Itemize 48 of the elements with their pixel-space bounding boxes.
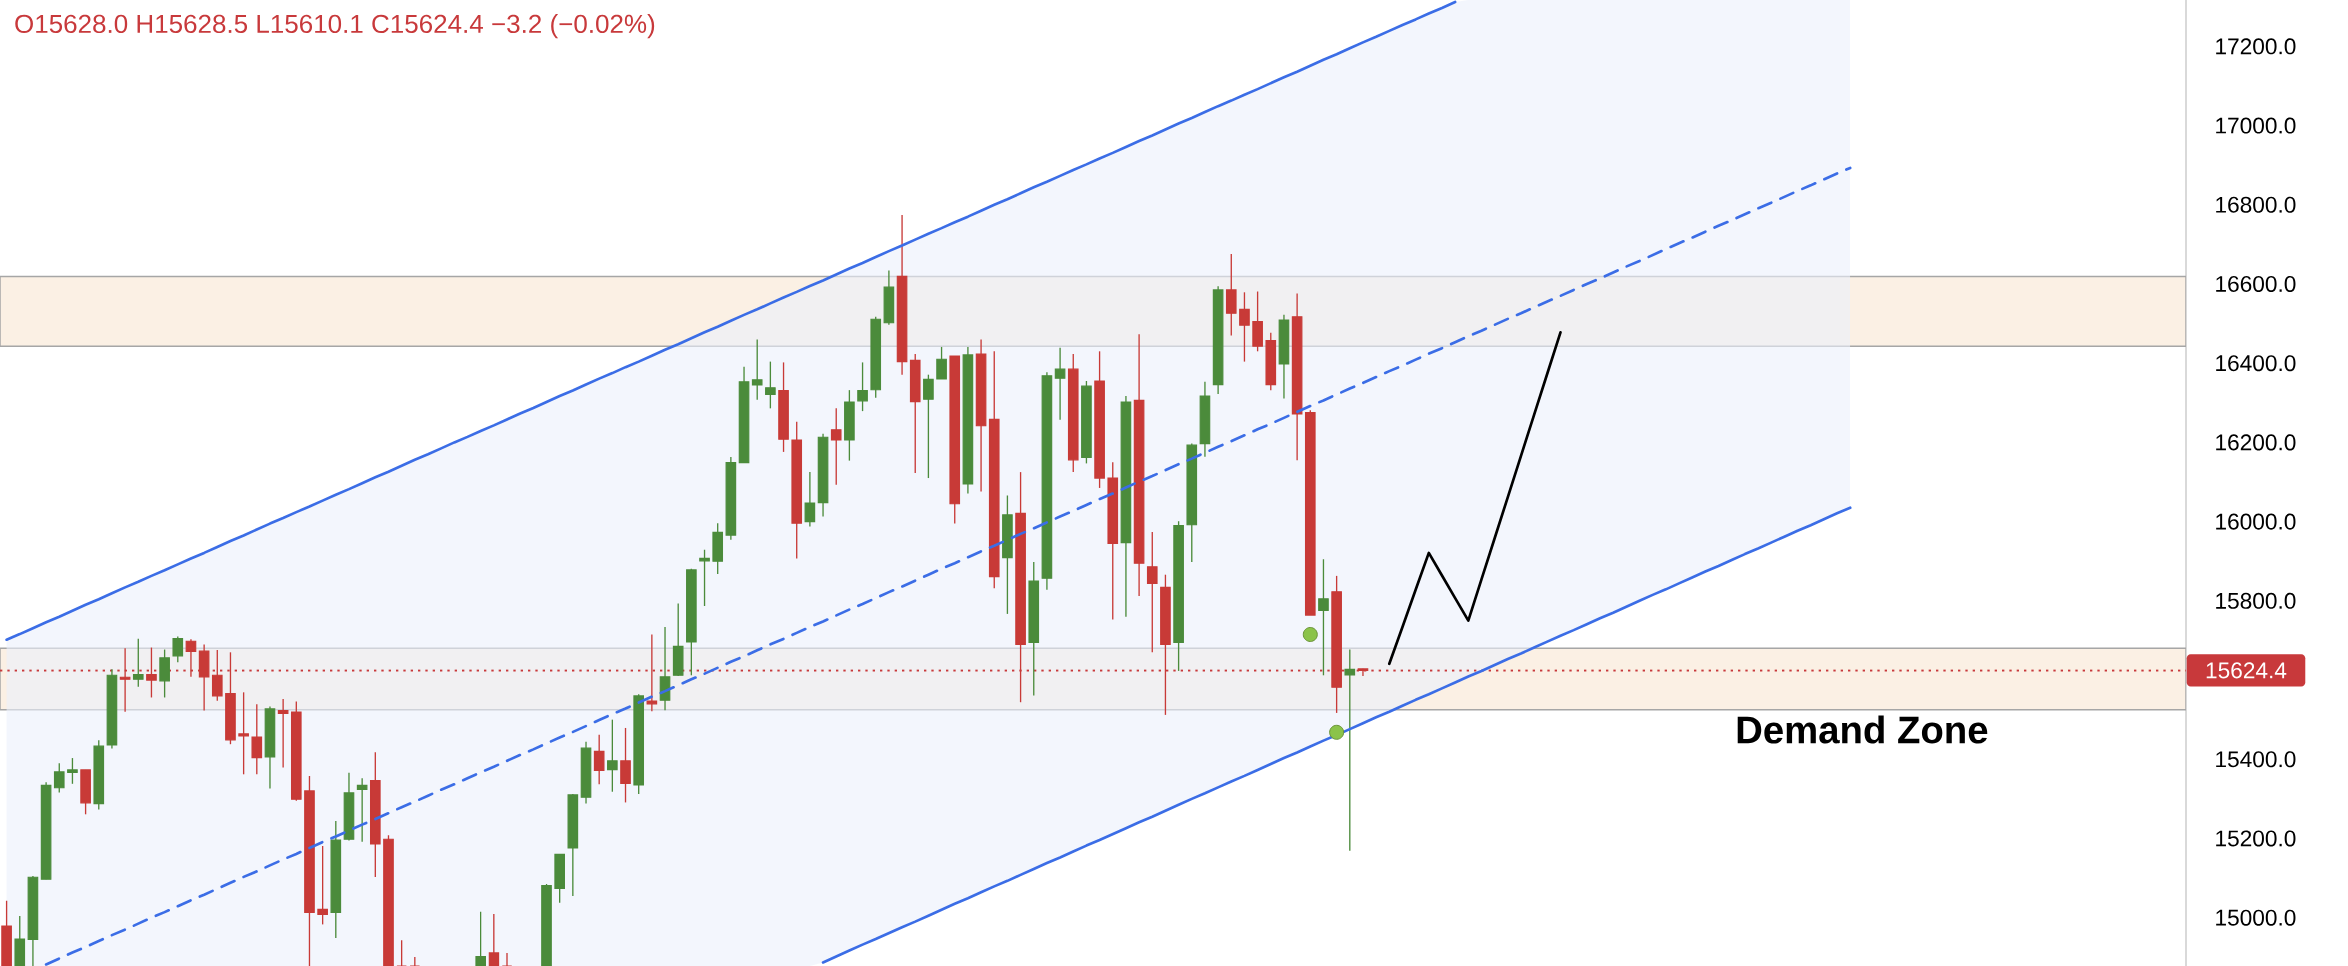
candlestick [211, 649, 223, 702]
y-tick-label: 16200.0 [2216, 434, 2296, 451]
candlestick [830, 407, 842, 486]
y-tick-label: 17000.0 [2216, 117, 2296, 134]
candlestick [857, 361, 868, 412]
candlestick [593, 734, 605, 785]
y-tick-label: 16800.0 [2216, 196, 2296, 213]
candlestick [1239, 291, 1250, 363]
candlestick [172, 635, 184, 663]
candlestick [1344, 648, 1356, 852]
candlestick [396, 939, 407, 966]
line-series [1387, 330, 1562, 666]
candlestick [132, 638, 144, 688]
candlestick [159, 648, 170, 699]
candlestick [1225, 253, 1237, 337]
candlestick [317, 845, 328, 926]
y-tick-label: 15800.0 [2216, 592, 2296, 609]
y-tick-label: 17200.0 [2216, 38, 2296, 55]
candlestick [251, 703, 263, 775]
candlestick [53, 762, 65, 794]
annotation: O15628.0 H15628.5 L15610.1 C15624.4 −3.2 (−0.02%) [15, 14, 655, 39]
candlestick [765, 360, 776, 410]
candlestick [936, 346, 947, 380]
candlestick [804, 471, 816, 528]
y-tick-label: 16400.0 [2216, 355, 2296, 372]
y-tick-label: 15200.0 [2216, 830, 2296, 847]
candlestick [501, 952, 513, 966]
candlestick [1318, 558, 1329, 676]
candlestick [277, 698, 289, 769]
candlestick [620, 727, 631, 804]
candlestick [1054, 347, 1066, 421]
candlestick [238, 691, 249, 775]
y-tick-label: 16000.0 [2216, 513, 2296, 530]
candlestick [607, 718, 618, 793]
candlestick [751, 338, 763, 401]
y-tick-label: 16600.0 [2216, 275, 2296, 292]
candlestick [146, 646, 157, 699]
band-label: Demand Zone [1737, 715, 1988, 744]
candlestick [475, 911, 486, 966]
ref-line-label: 15624.4 [2206, 662, 2287, 679]
y-tick-label: 15400.0 [2216, 751, 2296, 768]
candlestick [923, 374, 934, 479]
candlestick [699, 549, 710, 607]
candlestick [1146, 531, 1158, 653]
candlestick [488, 913, 500, 966]
candlestick [67, 757, 78, 785]
y-tick-label: 15000.0 [2216, 909, 2296, 926]
candlestick [356, 777, 368, 843]
